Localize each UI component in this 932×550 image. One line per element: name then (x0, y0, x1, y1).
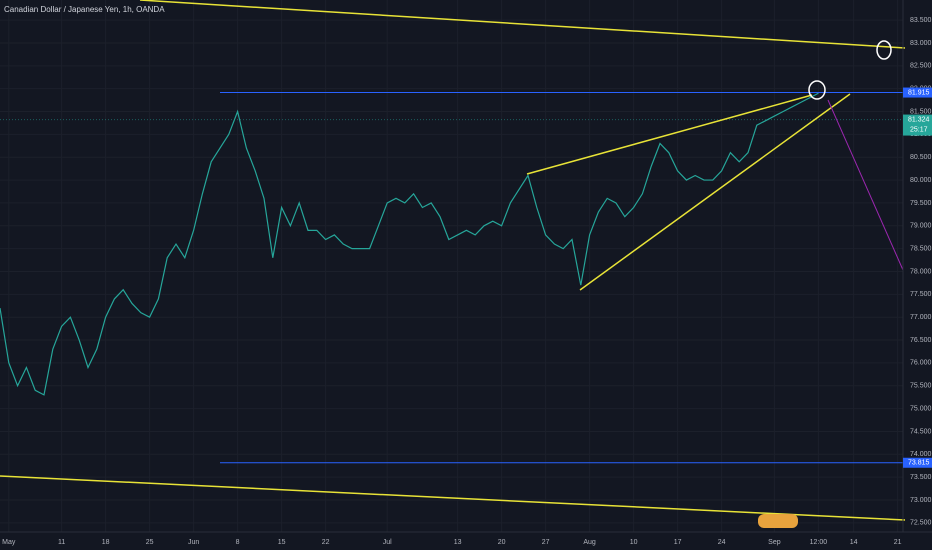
drawings (0, 0, 906, 528)
x-tick-label: 18 (102, 539, 110, 546)
plot (0, 92, 903, 464)
last-price-box (903, 114, 932, 136)
x-tick-label: 14 (850, 539, 858, 546)
logo-icon (758, 514, 798, 528)
x-tick-label: 21 (894, 539, 902, 546)
x-tick-label: 8 (236, 539, 240, 546)
trend-line (139, 0, 906, 49)
y-tick-label: 74.500 (910, 428, 932, 435)
price-label-box (903, 457, 932, 468)
x-tick-label: May (2, 539, 16, 546)
wedge-upper (526, 94, 813, 175)
y-tick-label: 82.500 (910, 63, 932, 70)
price-label: 81.915 (908, 89, 930, 96)
y-tick-label: 73.000 (910, 497, 932, 504)
grid (0, 0, 903, 532)
y-tick-label: 77.500 (910, 291, 932, 298)
x-tick-label: Aug (583, 539, 596, 546)
y-tick-label: 83.000 (910, 40, 932, 47)
y-tick-label: 75.000 (910, 405, 932, 412)
x-tick-label: Sep (768, 539, 781, 546)
y-tick-label: 76.000 (910, 360, 932, 367)
y-tick-label: 76.500 (910, 337, 932, 344)
y-tick-label: 81.500 (910, 108, 932, 115)
projection-line (827, 99, 904, 271)
x-tick-label: Jul (383, 539, 392, 546)
x-tick-label: 12:00 (810, 539, 828, 546)
y-tick-label: 78.000 (910, 268, 932, 275)
trend-line (0, 475, 906, 521)
x-tick-label: 24 (718, 539, 726, 546)
x-tick-label: 27 (542, 539, 550, 546)
countdown-label: 25:17 (910, 126, 928, 133)
price-label-box (903, 87, 932, 98)
x-tick-label: 17 (674, 539, 682, 546)
y-tick-label: 73.500 (910, 474, 932, 481)
y-tick-label: 80.500 (910, 154, 932, 161)
y-tick-label: 79.500 (910, 200, 932, 207)
x-tick-label: 11 (58, 539, 65, 546)
y-tick-label: 75.500 (910, 383, 932, 390)
x-tick-label: 22 (322, 539, 330, 546)
y-tick-label: 72.500 (910, 520, 932, 527)
y-tick-label: 74.000 (910, 451, 932, 458)
y-tick-label: 83.500 (910, 17, 932, 24)
y-tick-label: 80.000 (910, 177, 932, 184)
x-tick-label: Jun (188, 539, 199, 546)
circle-mark (876, 40, 892, 60)
circle-mark (808, 80, 826, 100)
chart-title: Canadian Dollar / Japanese Yen, 1h, OAND… (4, 5, 165, 14)
x-tick-label: 10 (630, 539, 638, 546)
x-tick-label: 13 (454, 539, 462, 546)
wedge-lower (579, 93, 851, 291)
y-tick-label: 77.000 (910, 314, 932, 321)
axis: 72.500 73.000 73.500 74.000 74.500 75.000 75.5… (2, 17, 932, 546)
last-price-label: 81.324 (908, 116, 930, 123)
y-tick-label: 79.000 (910, 223, 932, 230)
price-label: 73.815 (908, 460, 930, 467)
y-tick-label: 78.500 (910, 245, 932, 252)
x-tick-label: 25 (146, 539, 154, 546)
x-tick-label: 20 (498, 539, 506, 546)
x-tick-label: 15 (278, 539, 286, 546)
price-line (0, 92, 819, 396)
